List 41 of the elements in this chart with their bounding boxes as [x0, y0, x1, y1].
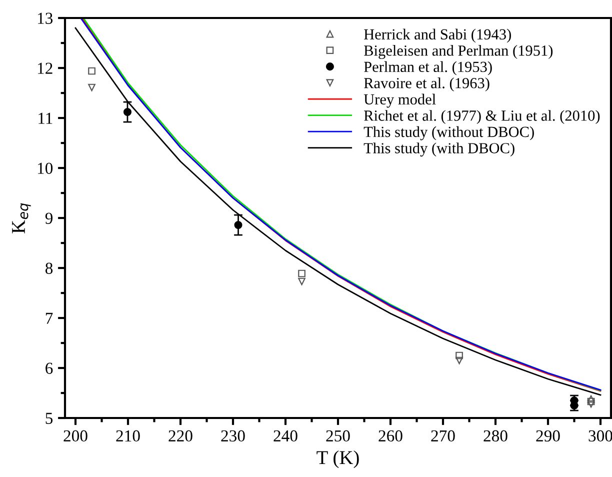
y-tick-label: 5: [46, 412, 53, 424]
x-tick-label: 220: [168, 430, 192, 442]
point: [234, 220, 242, 230]
legend-label: Ravoire et al. (1963): [364, 78, 490, 92]
x-tick-label: 300: [588, 430, 612, 442]
x-axis-title: T (K): [316, 450, 359, 468]
x-tick-label: 290: [536, 430, 560, 442]
x-tick-label: 270: [431, 430, 455, 442]
x-tick-label: 280: [484, 430, 508, 442]
y-tick-label: 7: [46, 312, 53, 324]
legend-label: Perlman et al. (1953): [364, 61, 492, 76]
x-tick-label: 230: [221, 430, 245, 442]
point: [298, 278, 306, 286]
legend-label: This study (with DBOC): [364, 142, 514, 156]
x-tick-label: 250: [326, 430, 350, 442]
point: [587, 400, 595, 408]
y-axis-title: K$_{eq}$: [12, 203, 31, 234]
y-tick-label: 6: [46, 362, 53, 374]
y-tick-label: 12: [38, 62, 52, 74]
x-tick-label: 210: [116, 430, 140, 442]
y-tick-label: 13: [38, 12, 53, 24]
point: [456, 352, 463, 360]
y-tick-label: 8: [45, 262, 53, 274]
y-tick-label: 11: [38, 112, 52, 124]
x-tick-label: 260: [378, 430, 402, 442]
point: [123, 108, 132, 116]
point: [88, 67, 96, 75]
legend-label: Urey model: [364, 94, 436, 108]
point: [298, 270, 306, 278]
legend-label: Richet et al. (1977) & Liu et al. (2010): [364, 110, 600, 124]
legend-label: Bigeleisen and Perlman (1951): [364, 45, 553, 59]
y-tick-label: 9: [45, 212, 53, 224]
point: [88, 84, 96, 92]
point: [587, 395, 595, 403]
point: [587, 398, 595, 406]
y-tick-label: 10: [38, 162, 53, 174]
legend-label: This study (without DBOC): [364, 126, 534, 140]
point: [456, 356, 463, 364]
x-tick-label: 200: [64, 430, 88, 442]
x-tick-label: 240: [274, 430, 298, 442]
legend-label: Herrick and Sabi (1943): [364, 28, 511, 43]
